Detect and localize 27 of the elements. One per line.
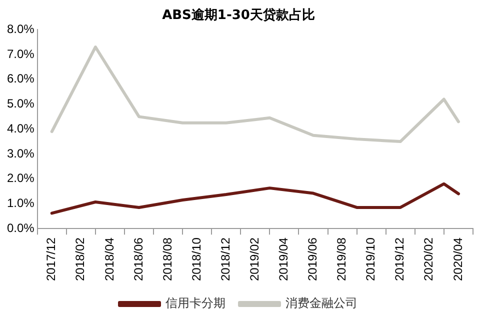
legend-label: 信用卡分期 — [166, 296, 226, 310]
y-tick-label: 3.0% — [6, 146, 35, 160]
x-tick-label: 2019/12 — [392, 237, 407, 282]
y-tick-label: 6.0% — [6, 72, 35, 86]
x-tick-label: 2017/12 — [44, 237, 58, 282]
x-tick-label: 2019/10 — [364, 237, 378, 282]
y-tick-label: 4.0% — [6, 121, 35, 136]
y-tick-label: 0.0% — [6, 220, 35, 235]
y-tick-label: 7.0% — [6, 46, 35, 61]
x-tick-label: 2018/10 — [189, 237, 204, 282]
x-tick-label: 2019/08 — [334, 237, 349, 282]
y-tick-label: 5.0% — [6, 96, 35, 111]
y-tick-label: 8.0% — [6, 22, 35, 36]
x-tick-label: 2019/02 — [247, 237, 262, 282]
x-tick-label: 2019/06 — [306, 237, 320, 282]
chart-title: ABS逾期1-30天贷款占比 — [162, 7, 315, 24]
x-tick-label: 2018/08 — [160, 237, 174, 282]
x-tick-label: 2020/04 — [450, 237, 465, 282]
x-tick-label: 2020/02 — [422, 237, 436, 282]
x-tick-label: 2018/02 — [73, 237, 88, 282]
x-tick-label: 2019/04 — [276, 237, 291, 282]
y-tick-label: 2.0% — [6, 171, 35, 186]
x-tick-label: 2018/06 — [131, 237, 146, 282]
x-tick-label: 2018/04 — [102, 237, 116, 282]
y-tick-label: 1.0% — [6, 196, 35, 210]
legend-label: 消费金融公司 — [286, 296, 358, 310]
x-tick-label: 2018/12 — [218, 237, 232, 282]
